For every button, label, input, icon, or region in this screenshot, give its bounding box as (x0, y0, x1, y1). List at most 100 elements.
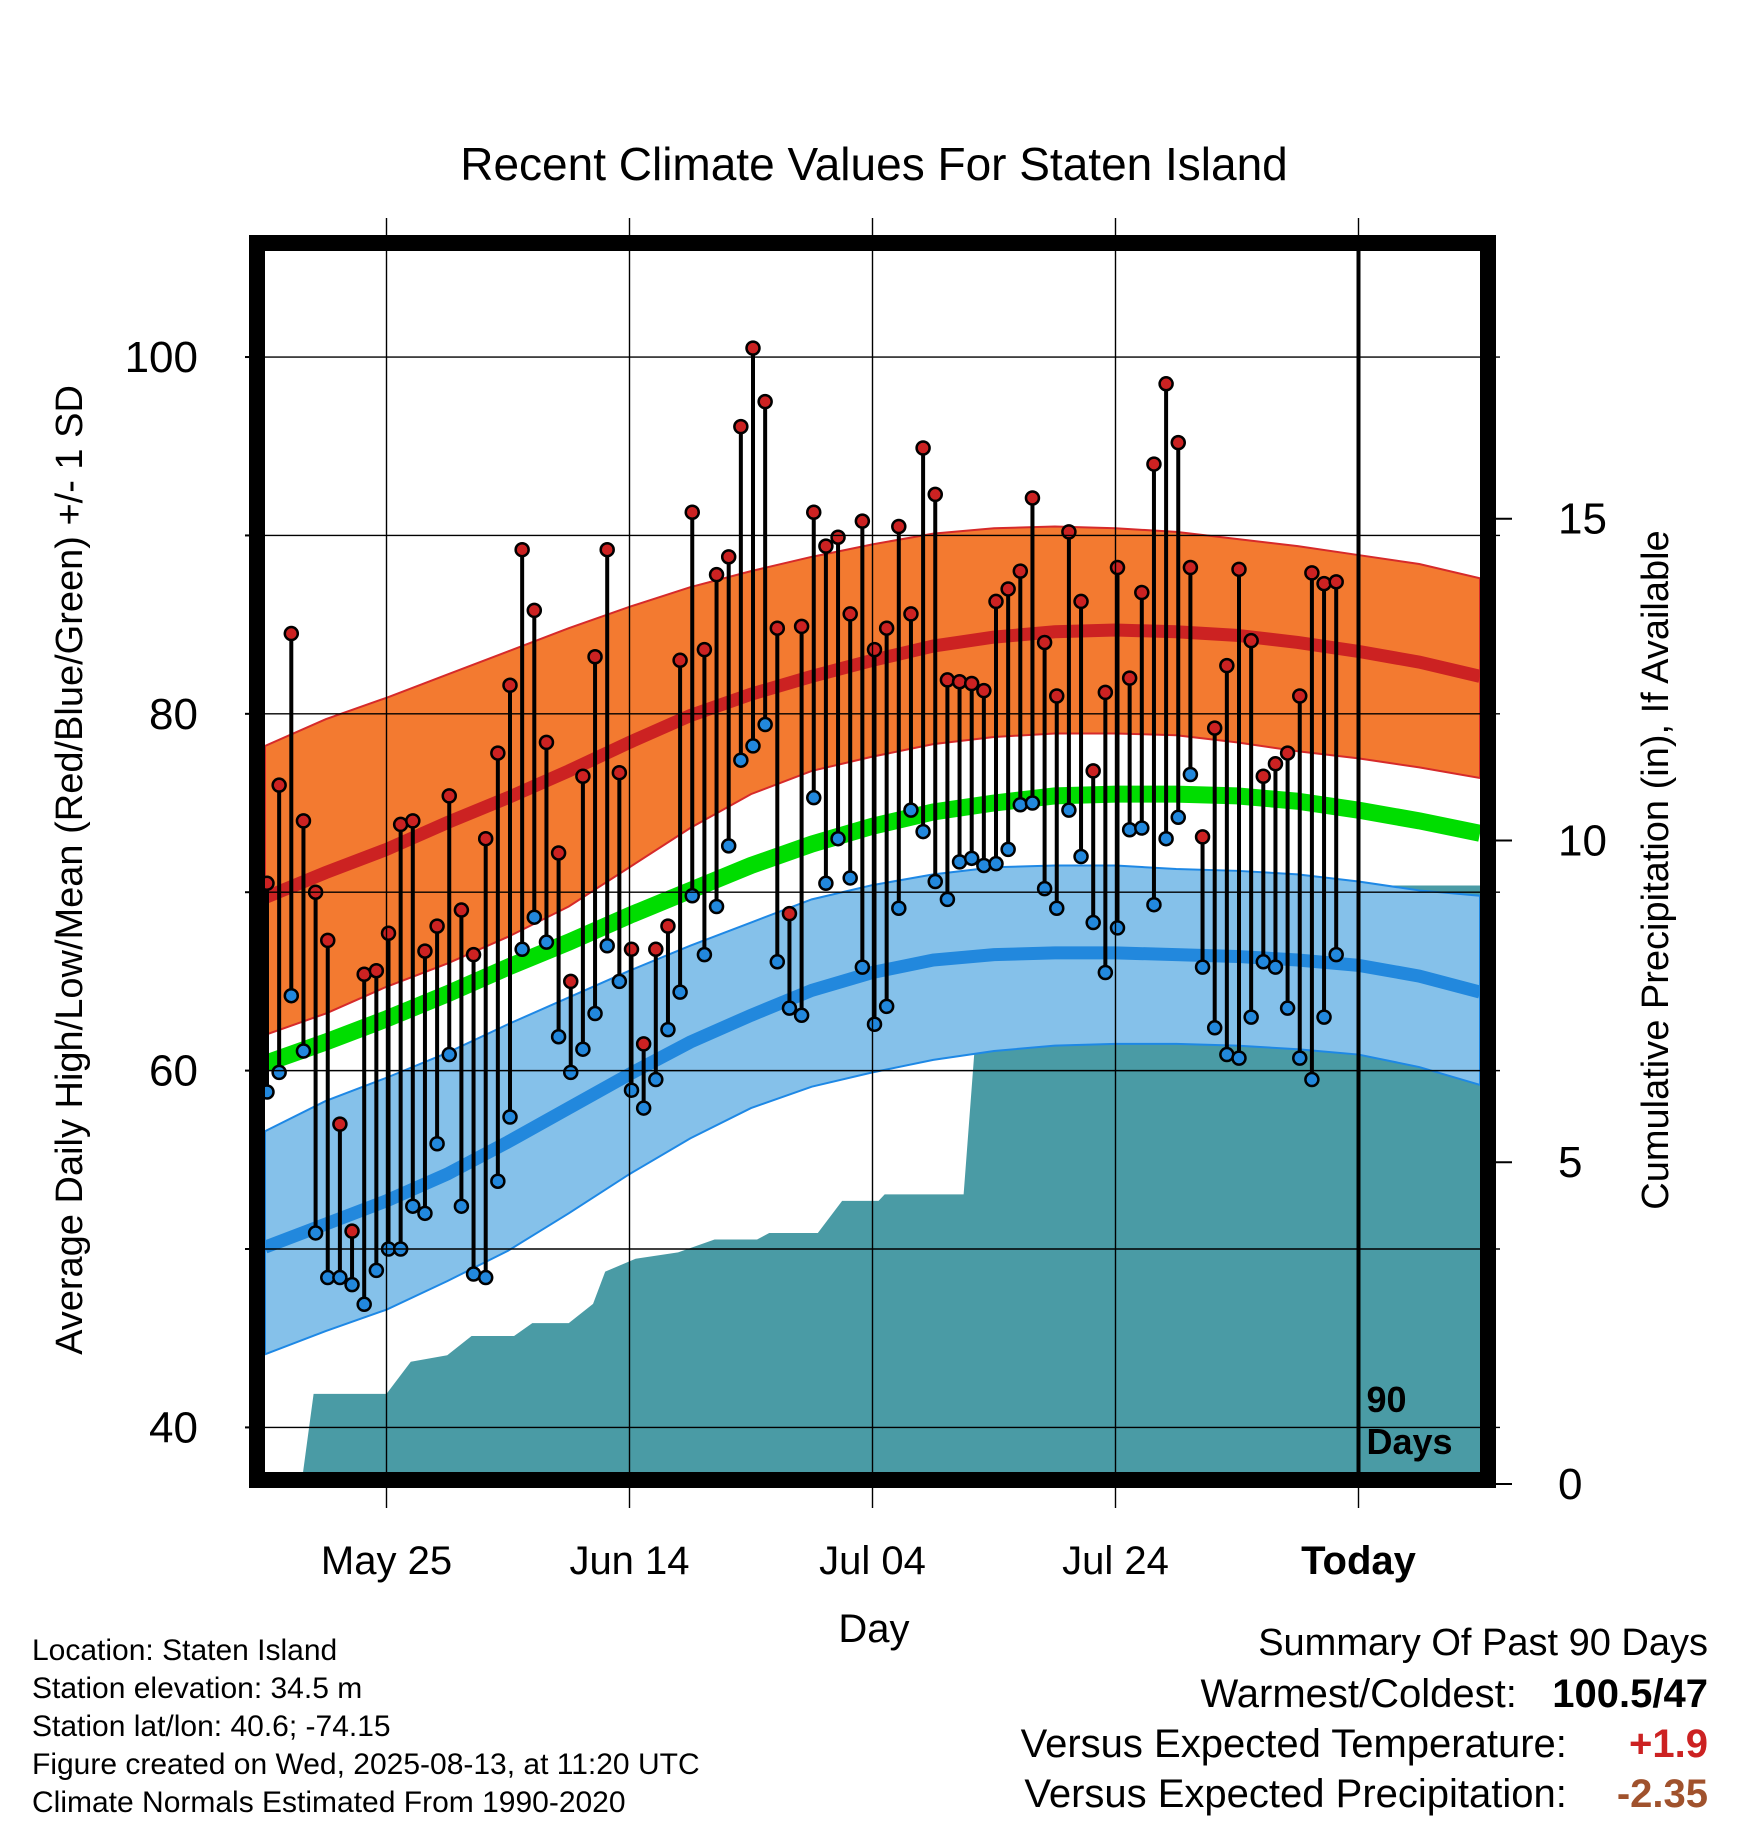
daily-high-point (429, 918, 445, 934)
daily-low-point (891, 900, 907, 917)
daily-low-point (672, 984, 688, 1000)
daily-high-point (1121, 670, 1138, 686)
daily-high-point (976, 682, 992, 699)
daily-high-point (927, 486, 943, 503)
daily-high-point (963, 675, 980, 692)
daily-low-point (599, 937, 615, 954)
daily-high-point (866, 641, 883, 658)
daily-high-point (1024, 490, 1041, 506)
daily-low-point (1036, 880, 1053, 897)
daily-high-point (1036, 634, 1053, 651)
daily-low-point (332, 1269, 348, 1286)
daily-high-point (1085, 763, 1101, 779)
daily-low-point (781, 1000, 798, 1016)
daily-high-point (526, 602, 543, 619)
precip-row: Versus Expected Precipitation: -2.35 (1024, 1772, 1708, 1817)
y2-tick-label: 15 (1558, 495, 1607, 544)
daily-low-point (563, 1064, 579, 1081)
normals-text: Climate Normals Estimated From 1990-2020 (32, 1786, 626, 1819)
daily-high-point (733, 418, 749, 435)
daily-high-point (1073, 593, 1089, 610)
ninety-days-label: Days (1367, 1421, 1453, 1462)
daily-low-point (1049, 900, 1065, 917)
daily-high-point (1170, 434, 1186, 451)
y2-axis-label: Cumulative Precipitation (in), If Availa… (1635, 530, 1677, 1209)
daily-high-point (1267, 756, 1284, 772)
precip-label: Versus Expected Precipitation: (1024, 1772, 1567, 1816)
daily-high-point (1049, 688, 1065, 704)
daily-high-point (502, 677, 518, 694)
y2-tick-label: 0 (1558, 1460, 1582, 1509)
daily-high-point (988, 593, 1004, 610)
daily-low-point (903, 802, 919, 818)
daily-high-point (769, 620, 786, 636)
daily-high-point (271, 777, 287, 793)
daily-low-point (708, 898, 725, 915)
daily-high-point (1134, 584, 1150, 601)
daily-high-point (550, 845, 567, 861)
warmest-coldest-label: Warmest/Coldest: (1200, 1672, 1517, 1716)
daily-high-point (283, 625, 300, 642)
chart-title: Recent Climate Values For Staten Island (460, 138, 1288, 190)
daily-low-point (514, 941, 530, 958)
y-tick-label: 100 (125, 333, 198, 382)
temp-label: Versus Expected Temperature: (1020, 1722, 1567, 1766)
daily-high-point (465, 946, 482, 963)
daily-low-point (733, 752, 749, 768)
daily-low-point (265, 1084, 275, 1100)
daily-low-point (866, 1016, 883, 1032)
daily-high-point (623, 941, 640, 958)
daily-high-point (405, 813, 421, 829)
daily-high-point (1243, 632, 1259, 649)
elevation-text: Station elevation: 34.5 m (32, 1672, 363, 1705)
location-text: Location: Staten Island (32, 1634, 338, 1667)
daily-low-point (1097, 964, 1114, 981)
daily-high-point (1000, 581, 1016, 597)
y-tick-label: 60 (149, 1047, 198, 1096)
daily-high-point (915, 440, 931, 456)
ninety-days-label: 90 (1367, 1379, 1407, 1420)
daily-low-point (757, 716, 773, 733)
daily-high-point (830, 529, 846, 545)
daily-high-point (514, 541, 530, 558)
daily-low-point (575, 1041, 591, 1057)
daily-low-point (441, 1046, 457, 1063)
daily-high-point (648, 941, 664, 958)
daily-low-point (854, 959, 871, 975)
daily-low-point (550, 1028, 567, 1045)
daily-high-point (538, 734, 555, 751)
daily-high-point (1304, 565, 1320, 581)
daily-high-point (575, 768, 591, 785)
warmest-coldest-value: 100.5/47 (1552, 1672, 1708, 1716)
daily-high-point (696, 641, 713, 658)
daily-high-point (1109, 559, 1126, 576)
daily-high-point (1158, 376, 1174, 392)
daily-low-point (830, 830, 846, 847)
daily-low-point (720, 838, 737, 854)
x-tick-label: Jun 14 (569, 1539, 689, 1583)
daily-low-point (368, 1262, 385, 1279)
daily-high-point (1097, 684, 1114, 701)
daily-high-point (477, 830, 494, 847)
temp-row: Versus Expected Temperature: +1.9 (1021, 1722, 1708, 1767)
summary-title: Summary Of Past 90 Days (1258, 1622, 1708, 1664)
daily-high-point (781, 905, 798, 922)
daily-high-point (660, 918, 676, 934)
daily-high-point (599, 541, 615, 558)
station-info: Location: Staten Island Station elevatio… (32, 1632, 700, 1822)
y-tick-label: 40 (149, 1403, 198, 1452)
daily-low-point (1134, 820, 1150, 836)
daily-high-point (265, 875, 275, 892)
daily-low-point (988, 855, 1004, 872)
daily-high-point (587, 648, 603, 665)
daily-high-point (891, 518, 907, 535)
warmest-coldest-row: Warmest/Coldest: 100.5/47 (1201, 1672, 1709, 1717)
daily-low-point (538, 934, 555, 950)
daily-low-point (660, 1021, 676, 1038)
daily-low-point (526, 909, 543, 925)
daily-low-point (878, 998, 895, 1015)
daily-high-point (441, 788, 457, 804)
daily-low-point (1012, 797, 1029, 813)
daily-low-point (939, 891, 956, 908)
